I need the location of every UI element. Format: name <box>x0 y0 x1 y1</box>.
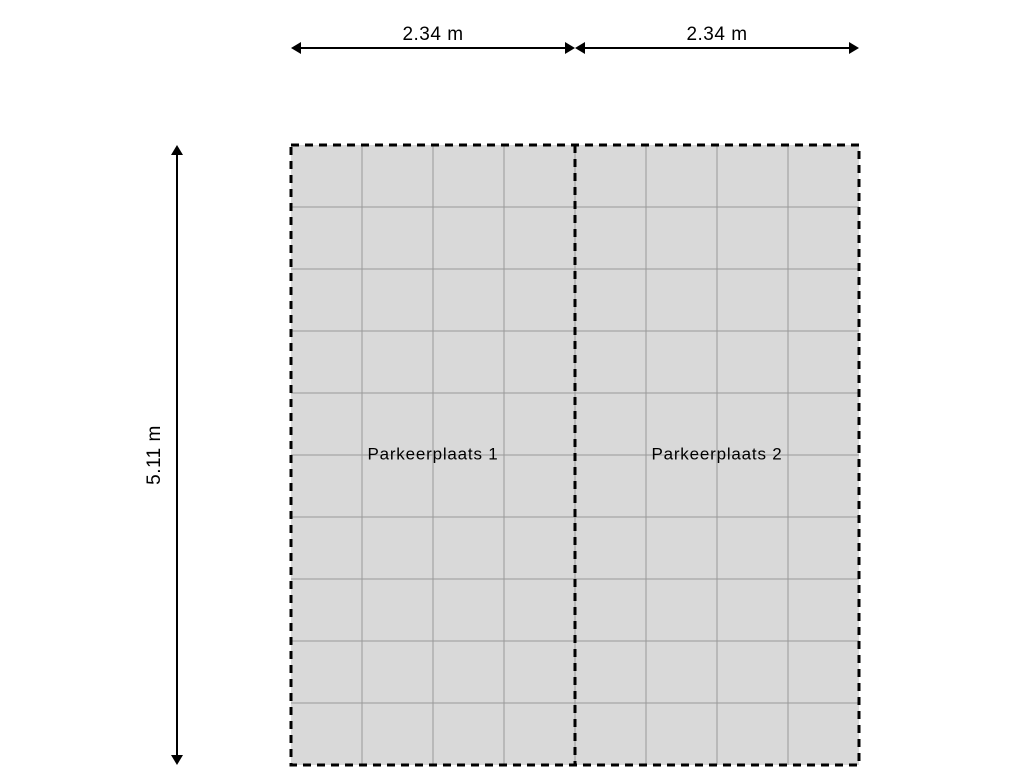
floorplan-diagram: Parkeerplaats 1 Parkeerplaats 2 2.34 m 2.34… <box>0 0 1024 768</box>
dimension-left: 5.11 m <box>144 145 183 765</box>
parking-space-label-1: Parkeerplaats 1 <box>367 444 498 463</box>
parking-space-label-2: Parkeerplaats 2 <box>651 444 782 463</box>
dimension-top-label-1: 2.34 m <box>402 24 463 45</box>
dimension-left-label: 5.11 m <box>144 425 165 485</box>
dimension-top-2: 2.34 m <box>575 24 859 54</box>
dimension-top-1: 2.34 m <box>291 24 575 54</box>
dimension-top-label-2: 2.34 m <box>686 24 747 45</box>
